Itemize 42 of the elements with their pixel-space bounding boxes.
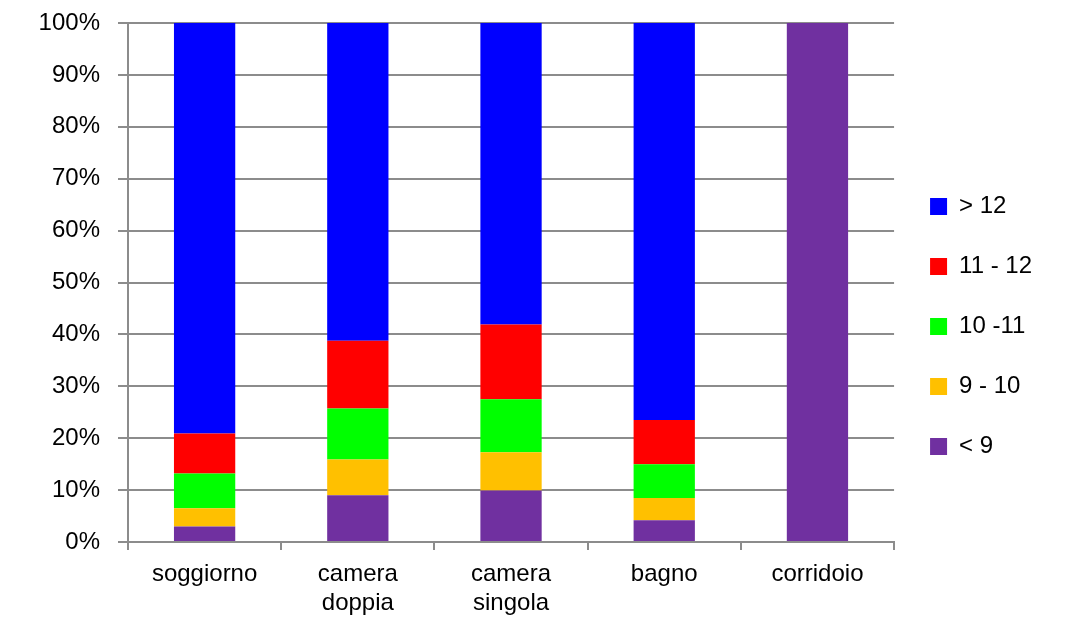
y-tick-label: 70% <box>51 163 100 191</box>
bar <box>633 497 695 521</box>
legend-label: > 12 <box>959 191 1007 219</box>
bar <box>633 23 695 421</box>
bar <box>480 490 542 541</box>
bar <box>327 23 389 341</box>
y-tick-label: 50% <box>51 267 100 295</box>
bar <box>327 408 389 460</box>
y-tick-label: 30% <box>51 370 100 398</box>
legend-label: 9 - 10 <box>959 371 1021 399</box>
x-tick-label: soggiorno <box>151 559 258 587</box>
y-tick-label: 90% <box>51 59 100 87</box>
bar <box>173 526 236 541</box>
bar <box>327 340 389 409</box>
x-tick-label: camera doppia <box>317 559 399 615</box>
y-tick-label: 0% <box>65 526 100 554</box>
x-tick-label: bagno <box>630 559 698 587</box>
bar <box>327 459 389 496</box>
bar <box>633 520 695 541</box>
y-tick-label: 100% <box>38 7 100 35</box>
legend-label: 10 -11 <box>959 311 1026 339</box>
bar <box>786 23 849 541</box>
bar <box>480 452 542 491</box>
bar <box>173 23 236 434</box>
bar <box>327 495 389 541</box>
bar <box>173 508 236 527</box>
y-tick-label: 80% <box>51 111 100 139</box>
legend-label: < 9 <box>959 431 994 459</box>
bar <box>480 399 542 453</box>
x-tick-label: camera singola <box>471 559 552 615</box>
bar <box>173 433 236 474</box>
bar <box>480 23 542 325</box>
bar <box>480 324 542 400</box>
x-tick-label: corridoio <box>771 559 864 587</box>
y-tick-label: 20% <box>51 422 100 450</box>
y-tick-label: 60% <box>51 215 100 243</box>
y-tick-label: 10% <box>51 474 100 502</box>
bar <box>173 473 236 509</box>
legend-label: 11 - 12 <box>959 251 1032 279</box>
bar <box>633 464 695 498</box>
y-tick-label: 40% <box>51 319 100 347</box>
bar <box>633 420 695 465</box>
